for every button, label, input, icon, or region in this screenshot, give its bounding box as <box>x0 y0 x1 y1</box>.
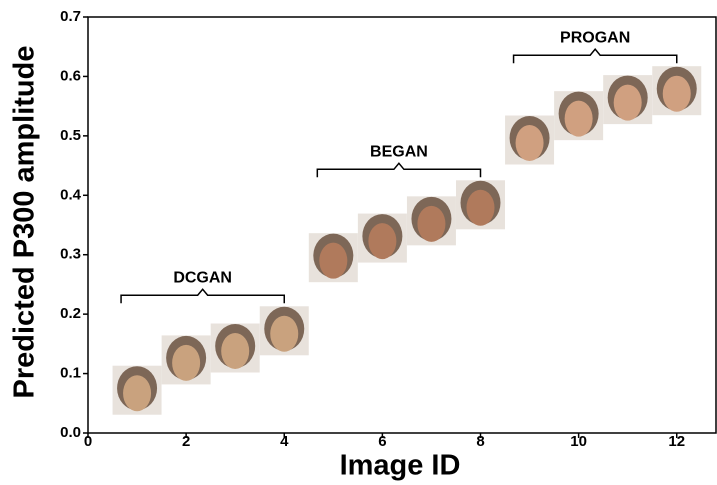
face <box>564 100 593 137</box>
x-tick-label: 8 <box>476 433 484 450</box>
y-tick-label: 0.1 <box>60 365 81 382</box>
face-image <box>357 213 407 263</box>
y-tick-label: 0.5 <box>60 127 81 144</box>
plot-frame <box>87 16 717 434</box>
face <box>123 375 152 412</box>
x-tick-label: 10 <box>570 433 587 450</box>
face <box>172 344 201 381</box>
group-bracket <box>512 48 678 64</box>
face <box>466 189 495 226</box>
face-image <box>554 91 604 141</box>
group-bracket <box>316 162 482 178</box>
x-tick-label: 0 <box>84 433 92 450</box>
group-label: PROGAN <box>560 29 630 46</box>
group-label: DCGAN <box>173 270 232 287</box>
x-tick-label: 4 <box>280 433 289 450</box>
face <box>270 315 299 352</box>
face <box>417 205 446 242</box>
face-image <box>210 323 260 373</box>
y-tick-label: 0.6 <box>60 67 81 84</box>
face-image <box>112 365 162 415</box>
y-tick-label: 0.4 <box>60 186 82 203</box>
face-image <box>406 196 456 246</box>
x-axis-title: Image ID <box>340 450 461 482</box>
y-tick-label: 0.3 <box>60 246 81 263</box>
y-tick-label: 0.0 <box>60 424 81 441</box>
group-label: BEGAN <box>370 144 428 161</box>
x-tick-label: 6 <box>378 433 386 450</box>
face-image <box>456 180 505 230</box>
x-tick-label: 12 <box>668 433 685 450</box>
face <box>319 242 348 279</box>
face-image <box>161 335 211 385</box>
face <box>221 333 250 370</box>
face-image <box>603 75 653 125</box>
face <box>662 75 691 112</box>
y-axis-title: Predicted P300 amplitude <box>9 46 41 399</box>
face-image <box>259 306 309 356</box>
face-image <box>308 233 358 283</box>
face <box>515 125 544 162</box>
face-image <box>505 115 555 165</box>
y-tick-label: 0.2 <box>60 305 81 322</box>
face <box>368 223 397 260</box>
x-tick-label: 2 <box>182 433 190 450</box>
face-image <box>652 66 702 116</box>
group-bracket <box>120 288 285 304</box>
face <box>613 84 642 121</box>
y-tick-label: 0.7 <box>60 8 81 25</box>
